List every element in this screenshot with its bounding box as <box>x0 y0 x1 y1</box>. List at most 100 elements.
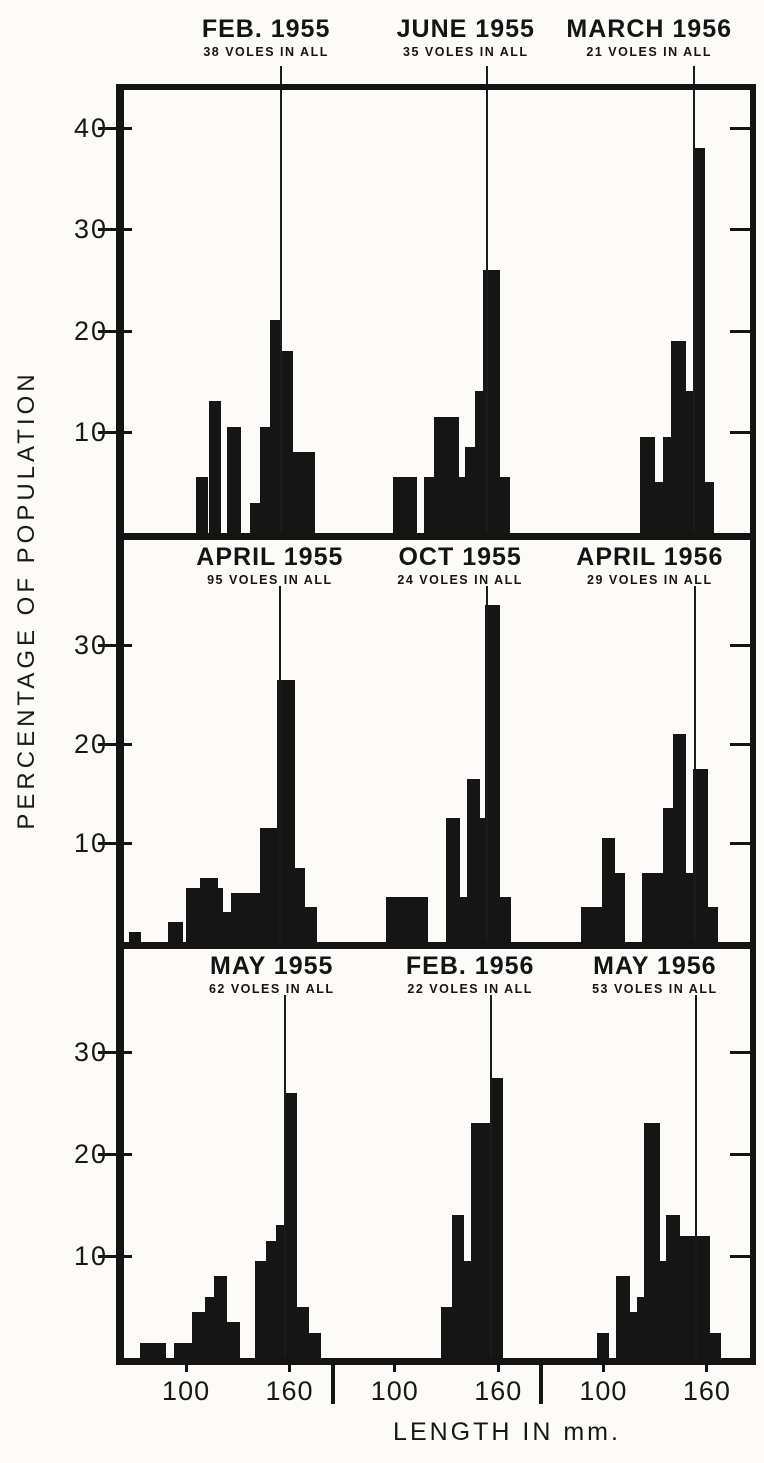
x-tick <box>184 1358 188 1372</box>
y-tick <box>730 1051 756 1054</box>
y-tick-label: 30 <box>73 214 108 245</box>
x-tick <box>393 1358 397 1372</box>
y-axis-title: PERCENTAGE OF POPULATION <box>13 370 40 830</box>
y-tick <box>98 127 132 131</box>
panel-header: OCT 1955 24 VOLES IN ALL <box>397 543 523 588</box>
histogram-bar <box>441 1307 452 1358</box>
panel-divider-tick <box>330 1358 335 1404</box>
mean-length-line <box>693 586 696 942</box>
panel-title: MARCH 1956 <box>566 15 733 43</box>
histogram-bar <box>630 1312 638 1358</box>
histogram-bar <box>480 818 486 942</box>
histogram-bar <box>208 401 221 533</box>
histogram-bar <box>643 1123 661 1358</box>
y-tick <box>730 329 756 333</box>
histogram-bar <box>580 907 602 942</box>
histogram-row <box>98 84 756 533</box>
histogram-bar <box>460 897 468 942</box>
histogram-bar <box>655 482 663 533</box>
histogram-bar <box>297 1307 310 1358</box>
histogram-bar <box>686 872 694 942</box>
histogram-bar <box>662 808 674 942</box>
histogram-bar <box>451 1215 464 1358</box>
x-tick-label: 160 <box>682 1376 731 1406</box>
y-tick <box>730 644 756 647</box>
mean-length-line <box>693 66 696 84</box>
histogram-bar <box>227 426 242 533</box>
histogram-bar <box>255 1261 267 1358</box>
panel-vole-count: 35 VOLES IN ALL <box>403 45 529 60</box>
histogram-bar <box>637 1296 644 1358</box>
histogram-bar <box>139 1342 167 1358</box>
panel-vole-count: 21 VOLES IN ALL <box>586 45 712 60</box>
histogram-bar <box>710 1332 721 1358</box>
x-tick <box>496 1358 500 1372</box>
mean-length-line <box>284 995 287 1358</box>
y-tick-label: 30 <box>73 630 108 660</box>
panel-title: APRIL 1956 <box>576 543 724 571</box>
y-tick-label: 10 <box>73 1241 108 1271</box>
y-tick <box>98 743 132 746</box>
mean-length-line <box>280 66 283 84</box>
histogram-bar <box>673 734 687 942</box>
histogram-bar <box>686 391 694 533</box>
panel-title: OCT 1955 <box>398 543 522 571</box>
y-tick <box>98 1153 132 1156</box>
histogram-bar <box>601 838 616 942</box>
histogram-bar <box>666 1215 681 1358</box>
histogram-row: MAY 1955 62 VOLES IN ALL FEB. 1956 22 VOLES… <box>98 942 756 1365</box>
histogram-bar <box>309 1332 321 1358</box>
histogram-bar <box>393 477 418 533</box>
x-tick-label: 100 <box>370 1376 419 1406</box>
y-tick <box>98 842 132 845</box>
histogram-row: APRIL 1955 95 VOLES IN ALL OCT 1955 24 VOLE… <box>98 533 756 942</box>
y-tick <box>730 127 756 131</box>
histogram-bar <box>275 1225 285 1358</box>
histogram-bar <box>660 1261 667 1358</box>
x-tick-label: 100 <box>162 1376 211 1406</box>
y-tick <box>730 1153 756 1156</box>
histogram-bar <box>217 887 224 942</box>
y-tick-label: 20 <box>73 729 108 759</box>
y-tick-label: 20 <box>73 1139 108 1169</box>
panel-header: APRIL 1956 29 VOLES IN ALL <box>576 543 724 588</box>
histogram-bar <box>693 768 708 942</box>
mean-length-line <box>280 90 283 533</box>
histogram-bar <box>280 350 293 533</box>
y-tick <box>98 228 132 232</box>
y-tick <box>730 430 756 434</box>
histogram-bar <box>616 1276 631 1358</box>
panel-june-1955 <box>333 90 542 533</box>
histogram-bar <box>596 1332 609 1358</box>
histogram-bar <box>670 340 687 533</box>
histogram-bar <box>615 872 625 942</box>
histogram-bar <box>192 1312 206 1358</box>
histogram-bar <box>174 1342 193 1358</box>
histogram-bar <box>230 892 261 942</box>
histogram-bar <box>284 1092 298 1358</box>
panel-vole-count: 29 VOLES IN ALL <box>587 573 713 588</box>
histogram-bar <box>471 1123 491 1358</box>
panel-feb-1956 <box>333 949 542 1358</box>
histogram-bar <box>199 877 218 942</box>
x-axis-title: LENGTH IN mm. <box>393 1418 621 1446</box>
histogram-bar <box>463 1261 472 1358</box>
histogram-bar <box>424 477 434 533</box>
histogram-bar <box>269 320 281 533</box>
histogram-bar <box>642 872 663 942</box>
y-tick <box>730 842 756 845</box>
histogram-bar <box>260 828 278 942</box>
panel-header: MARCH 1956 21 VOLES IN ALL <box>566 15 733 60</box>
histogram-bar <box>294 867 306 942</box>
y-tick-label: 40 <box>73 113 108 144</box>
mean-length-line <box>490 995 493 1358</box>
x-tick <box>601 1358 605 1372</box>
histogram-bar <box>129 932 142 942</box>
panel-header: APRIL 1955 95 VOLES IN ALL <box>196 544 343 588</box>
panel-title: JUNE 1955 <box>396 15 535 43</box>
panel-header: FEB. 1956 22 VOLES IN ALL <box>406 953 535 997</box>
panel-march-1956 <box>541 90 750 533</box>
histogram-bar <box>662 436 671 533</box>
y-tick <box>98 1255 132 1258</box>
y-tick <box>730 228 756 232</box>
